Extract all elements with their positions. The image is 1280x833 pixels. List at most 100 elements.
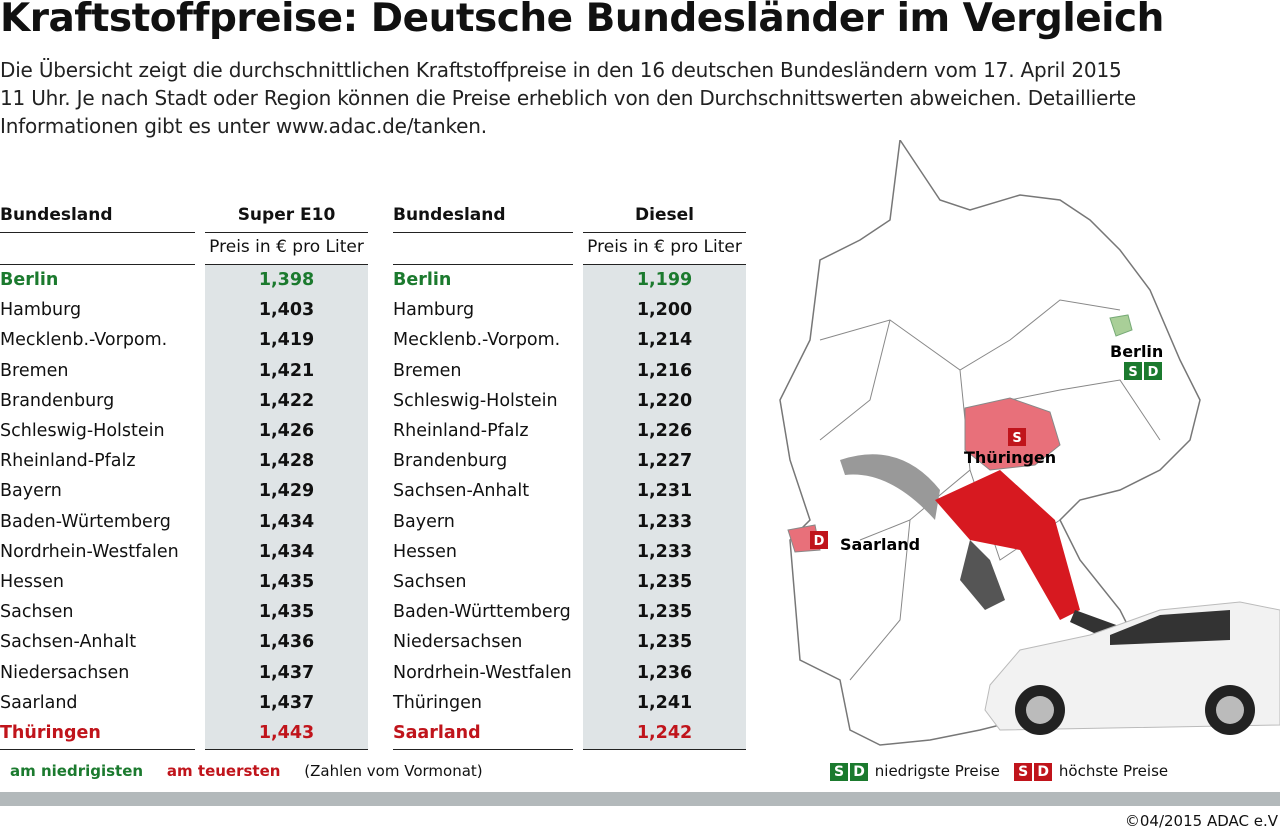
table-row-state: Bremen xyxy=(393,360,462,381)
table-row-state: Mecklenb.-Vorpom. xyxy=(0,330,168,351)
value-column-bg xyxy=(583,264,746,750)
state-borders xyxy=(819,299,1161,681)
table-row-state: Sachsen xyxy=(0,602,74,623)
table-row-state: Saarland xyxy=(0,692,78,713)
table-row-price: 1,226 xyxy=(636,421,693,441)
table-row-state: Baden-Württemberg xyxy=(393,602,571,623)
d-badge: D xyxy=(850,763,868,781)
table-row-state: Niedersachsen xyxy=(393,632,523,653)
table-row-price: 1,231 xyxy=(636,481,693,502)
table-row-price: 1,426 xyxy=(258,421,315,441)
column-header-name: Bundesland xyxy=(393,205,506,225)
s-badge xyxy=(1008,428,1026,446)
table-row-state: Berlin xyxy=(393,270,452,290)
table-row-price: 1,199 xyxy=(636,270,693,290)
unit-label: Preis in € pro Liter xyxy=(587,237,742,257)
berlin-region xyxy=(1109,314,1133,337)
table-row-state: Saarland xyxy=(393,723,481,743)
d-badge-label: D xyxy=(814,534,825,549)
table-row-price: 1,241 xyxy=(636,692,693,713)
legend-note: (Zahlen vom Vormonat) xyxy=(304,762,483,780)
table-row-price: 1,220 xyxy=(636,390,693,411)
table-row-price: 1,235 xyxy=(636,632,693,653)
legend-lowest-prices: niedrigste Preise xyxy=(874,762,1000,780)
germany-map: S Thüringen Berlin S D D Saarland xyxy=(779,140,1280,746)
table-row-state: Baden-Würtemberg xyxy=(0,511,171,532)
table-row-state: Niedersachsen xyxy=(0,662,130,683)
table-row-price: 1,436 xyxy=(258,632,315,653)
table-row-state: Thüringen xyxy=(0,723,101,743)
table-row-price: 1,236 xyxy=(636,662,693,683)
table-row-price: 1,419 xyxy=(258,330,315,351)
value-column-bg xyxy=(205,264,368,750)
table-row-state: Rheinland-Pfalz xyxy=(0,451,136,472)
table-row-state: Schleswig-Holstein xyxy=(393,390,558,411)
table-row-price: 1,435 xyxy=(258,602,315,623)
berlin-label: Berlin xyxy=(1110,342,1163,361)
saarland-label: Saarland xyxy=(840,535,920,554)
s-badge-label: S xyxy=(1012,431,1021,446)
table-row-state: Sachsen-Anhalt xyxy=(393,481,530,502)
table-row-price: 1,214 xyxy=(636,330,693,351)
table-row-state: Thüringen xyxy=(393,692,482,713)
car-icon xyxy=(984,601,1280,735)
s-badge: S xyxy=(1014,763,1033,781)
table-row-state: Berlin xyxy=(0,270,59,290)
description-line: Informationen gibt es unter www.adac.de/… xyxy=(0,114,487,138)
table-row-state: Sachsen-Anhalt xyxy=(0,632,137,653)
table-row-state: Hessen xyxy=(393,541,458,562)
column-header-fuel: Diesel xyxy=(635,205,694,225)
table-row-price: 1,435 xyxy=(258,572,315,592)
d-badge-label: D xyxy=(1148,365,1159,380)
page-title: Kraftstoffpreise: Deutsche Bundesländer … xyxy=(0,0,1164,41)
table-row-state: Hessen xyxy=(0,572,65,592)
table-row-price: 1,235 xyxy=(636,602,693,623)
table-row-price: 1,422 xyxy=(258,390,315,411)
footer-bar xyxy=(0,792,1280,806)
table-row-state: Brandenburg xyxy=(0,390,115,411)
table-row-price: 1,200 xyxy=(636,300,693,321)
table-row-price: 1,242 xyxy=(636,723,693,743)
s-badge: S xyxy=(830,763,848,781)
table-row-state: Nordrhein-Westfalen xyxy=(393,662,572,683)
table-row-price: 1,233 xyxy=(636,541,693,562)
table-row-state: Bayern xyxy=(0,481,62,502)
description-line: Die Übersicht zeigt die durchschnittlich… xyxy=(0,58,1122,82)
table-row-price: 1,216 xyxy=(636,360,693,381)
table-row-price: 1,403 xyxy=(258,300,315,321)
table-row-state: Nordrhein-Westfalen xyxy=(0,541,179,562)
table-row-price: 1,421 xyxy=(258,360,315,381)
table-row-price: 1,233 xyxy=(636,511,693,532)
table-row-state: Hamburg xyxy=(393,300,475,321)
table-row-state: Brandenburg xyxy=(393,451,508,472)
copyright: ©04/2015 ADAC e.V xyxy=(1124,812,1278,830)
column-header-name: Bundesland xyxy=(0,205,113,225)
table-row-price: 1,443 xyxy=(258,723,315,743)
table-row-price: 1,434 xyxy=(258,541,315,562)
table-row-price: 1,227 xyxy=(636,451,693,472)
table-row-state: Rheinland-Pfalz xyxy=(393,421,529,441)
legend-highest: am teuersten xyxy=(166,762,281,780)
table-row-price: 1,437 xyxy=(258,692,315,713)
table-row-price: 1,428 xyxy=(258,451,315,472)
d-badge: D xyxy=(1034,763,1053,781)
table-row-price: 1,235 xyxy=(636,572,693,592)
table-row-state: Bremen xyxy=(0,360,69,381)
table-row-state: Schleswig-Holstein xyxy=(0,421,165,441)
thueringen-label: Thüringen xyxy=(964,448,1056,467)
description-line: 11 Uhr. Je nach Stadt oder Region können… xyxy=(0,86,1137,110)
legend-lowest: am niedrigisten xyxy=(10,762,144,780)
column-header-fuel: Super E10 xyxy=(237,205,336,225)
unit-label: Preis in € pro Liter xyxy=(209,237,364,257)
s-badge-label: S xyxy=(1128,365,1137,380)
table-row-state: Sachsen xyxy=(393,572,467,592)
legend-left: am niedrigisten am teuersten (Zahlen vom… xyxy=(10,762,483,780)
table-row-state: Bayern xyxy=(393,511,455,532)
table-row-price: 1,437 xyxy=(258,662,315,683)
fuel-nozzle-icon xyxy=(840,454,1130,645)
table-row-state: Mecklenb.-Vorpom. xyxy=(393,330,561,351)
table-row-price: 1,398 xyxy=(258,270,315,290)
legend-highest-prices: höchste Preise xyxy=(1058,762,1169,780)
table-row-price: 1,429 xyxy=(258,481,315,502)
